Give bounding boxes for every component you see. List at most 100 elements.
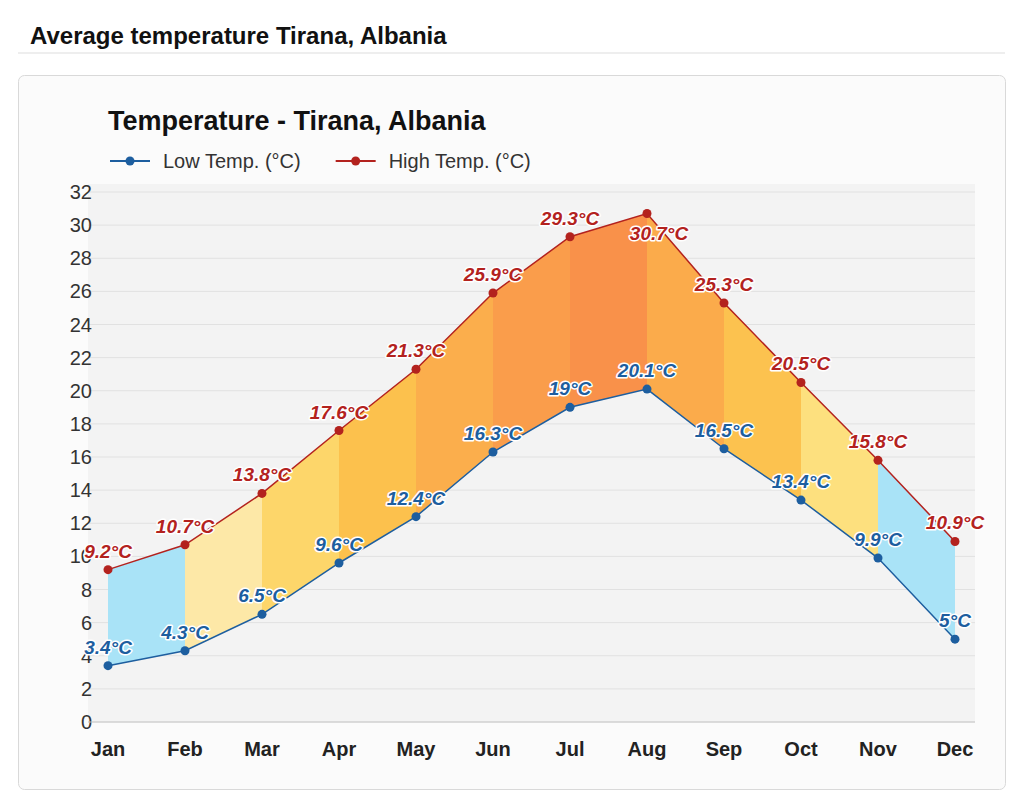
series-marker <box>412 512 421 521</box>
series-marker <box>951 635 960 644</box>
y-tick-label: 24 <box>70 314 92 336</box>
y-tick-label: 14 <box>70 479 92 501</box>
x-tick-label: May <box>397 738 437 760</box>
series-marker <box>951 537 960 546</box>
x-tick-label: Jun <box>475 738 511 760</box>
data-label: 9.9°C <box>854 529 902 550</box>
grid-line <box>88 192 975 193</box>
series-marker <box>258 489 267 498</box>
series-marker <box>489 289 498 298</box>
y-tick-label: 22 <box>70 347 92 369</box>
data-label: 21.3°C <box>386 340 446 361</box>
series-marker <box>258 610 267 619</box>
x-tick-label: Oct <box>784 738 818 760</box>
x-tick-label: Mar <box>244 738 280 760</box>
series-marker <box>104 661 113 670</box>
grid-line <box>88 225 975 226</box>
data-label: 20.1°C <box>617 360 677 381</box>
data-label: 4.3°C <box>160 622 209 643</box>
series-marker <box>566 403 575 412</box>
series-marker <box>797 496 806 505</box>
series-marker <box>181 540 190 549</box>
plot-background <box>88 184 975 722</box>
series-marker <box>797 378 806 387</box>
chart-title: Temperature - Tirana, Albania <box>108 106 487 136</box>
x-tick-label: Apr <box>322 738 357 760</box>
y-axis: 02468101214161820222426283032 <box>70 181 975 733</box>
data-label: 13.8°C <box>233 464 292 485</box>
series-marker <box>643 209 652 218</box>
data-label: 12.4°C <box>387 488 446 509</box>
series-marker <box>181 646 190 655</box>
data-label: 30.7°C <box>630 223 689 244</box>
data-label: 16.5°C <box>695 420 754 441</box>
data-label: 15.8°C <box>849 431 908 452</box>
grid-line <box>88 655 975 656</box>
marks <box>104 209 960 670</box>
series-marker <box>720 298 729 307</box>
data-label: 10.7°C <box>156 516 215 537</box>
series-marker <box>720 444 729 453</box>
y-tick-label: 12 <box>70 512 92 534</box>
y-tick-label: 16 <box>70 446 92 468</box>
data-label: 6.5°C <box>238 585 286 606</box>
legend-label: High Temp. (°C) <box>389 150 531 172</box>
series-marker <box>104 565 113 574</box>
card <box>19 76 1006 790</box>
grid-line <box>88 688 975 689</box>
range-band <box>416 293 493 517</box>
series-marker <box>874 554 883 563</box>
y-tick-label: 32 <box>70 181 92 203</box>
grid-line <box>88 722 975 723</box>
data-label: 5°C <box>939 610 971 631</box>
series-marker <box>489 448 498 457</box>
series-marker <box>874 456 883 465</box>
legend-label: Low Temp. (°C) <box>163 150 301 172</box>
series-marker <box>335 426 344 435</box>
y-tick-label: 26 <box>70 280 92 302</box>
y-tick-label: 20 <box>70 380 92 402</box>
legend: Low Temp. (°C) High Temp. (°C) <box>110 150 531 172</box>
data-label: 9.2°C <box>84 541 132 562</box>
x-tick-label: Jul <box>556 738 585 760</box>
x-axis-line <box>88 722 975 723</box>
data-labels: 3.4°C 4.3°C 6.5°C 9.6°C 12.4°C 16.3°C 19°C 20.1… <box>84 208 984 658</box>
x-tick-label: Jan <box>91 738 125 760</box>
data-label: 19°C <box>549 378 592 399</box>
legend-marker <box>351 157 360 166</box>
page-header: Average temperature Tirana, Albania <box>30 22 447 49</box>
data-label: 3.4°C <box>84 637 132 658</box>
chart-svg: Average temperature Tirana, Albania Tempe… <box>0 0 1024 811</box>
series-marker <box>335 559 344 568</box>
series-marker <box>412 365 421 374</box>
data-label: 20.5°C <box>771 353 831 374</box>
grid-line <box>88 258 975 259</box>
y-tick-label: 2 <box>81 678 92 700</box>
series-marker <box>566 232 575 241</box>
y-tick-label: 6 <box>81 612 92 634</box>
data-label: 9.6°C <box>315 534 363 555</box>
data-label: 25.9°C <box>463 264 523 285</box>
y-tick-label: 28 <box>70 247 92 269</box>
x-tick-label: Dec <box>937 738 974 760</box>
data-label: 13.4°C <box>772 471 831 492</box>
data-label: 17.6°C <box>310 402 369 423</box>
series-marker <box>643 385 652 394</box>
x-tick-label: Nov <box>859 738 898 760</box>
header-rule <box>18 53 1005 54</box>
range-band <box>647 214 724 449</box>
series-line <box>108 214 955 570</box>
x-tick-label: Aug <box>628 738 667 760</box>
data-label: 29.3°C <box>540 208 600 229</box>
series-line <box>108 389 955 666</box>
legend-marker <box>126 157 135 166</box>
data-label: 25.3°C <box>694 274 754 295</box>
x-tick-label: Feb <box>167 738 203 760</box>
data-label: 16.3°C <box>464 423 523 444</box>
x-axis: Jan Feb Mar Apr May Jun Jul Aug Sep Oct Nov Dec <box>91 738 974 760</box>
x-tick-label: Sep <box>706 738 743 760</box>
y-tick-label: 30 <box>70 214 92 236</box>
data-label: 10.9°C <box>926 512 985 533</box>
y-tick-label: 18 <box>70 413 92 435</box>
y-tick-label: 8 <box>81 579 92 601</box>
